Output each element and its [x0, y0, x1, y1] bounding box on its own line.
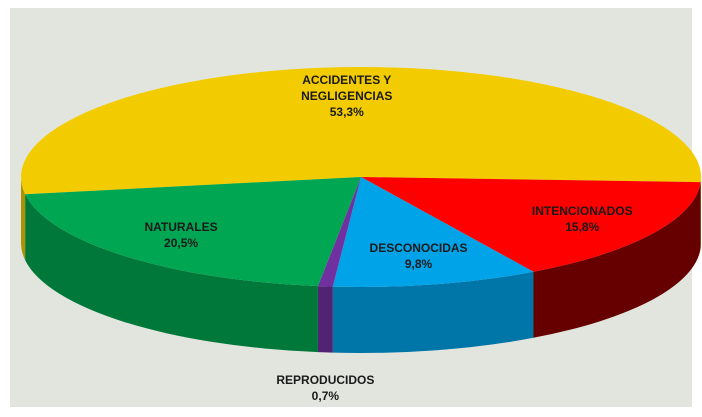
value-label: 9,8% [404, 257, 433, 272]
slice-side [25, 194, 318, 353]
value-label: 53,3% [329, 104, 364, 119]
category-label: NATURALES [144, 220, 218, 235]
slice-side [21, 177, 26, 261]
slice [21, 66, 701, 195]
slice-side [317, 286, 333, 353]
data-label: INTENCIONADOS 15,8% [532, 203, 633, 235]
value-label: 15,8% [565, 220, 600, 235]
value-label: 0,7% [311, 389, 340, 404]
data-label: DESCONOCIDAS 9,8% [370, 240, 468, 272]
data-label: REPRODUCIDOS 0,7% [276, 372, 374, 404]
category-label: DESCONOCIDAS [369, 241, 468, 256]
data-label: NATURALES 20,5% [144, 219, 217, 251]
slice [317, 177, 361, 287]
category-label: ACCIDENTES Y NEGLIGENCIAS [301, 72, 393, 103]
data-label: ACCIDENTES Y NEGLIGENCIAS 53,3% [289, 72, 404, 120]
slice-side [533, 182, 701, 338]
category-label: INTENCIONADOS [531, 204, 633, 219]
value-label: 20,5% [164, 236, 199, 251]
slice [361, 177, 701, 272]
slice-side [332, 271, 534, 353]
slice [332, 177, 534, 287]
category-label: REPRODUCIDOS [276, 373, 375, 388]
slice [25, 177, 361, 287]
